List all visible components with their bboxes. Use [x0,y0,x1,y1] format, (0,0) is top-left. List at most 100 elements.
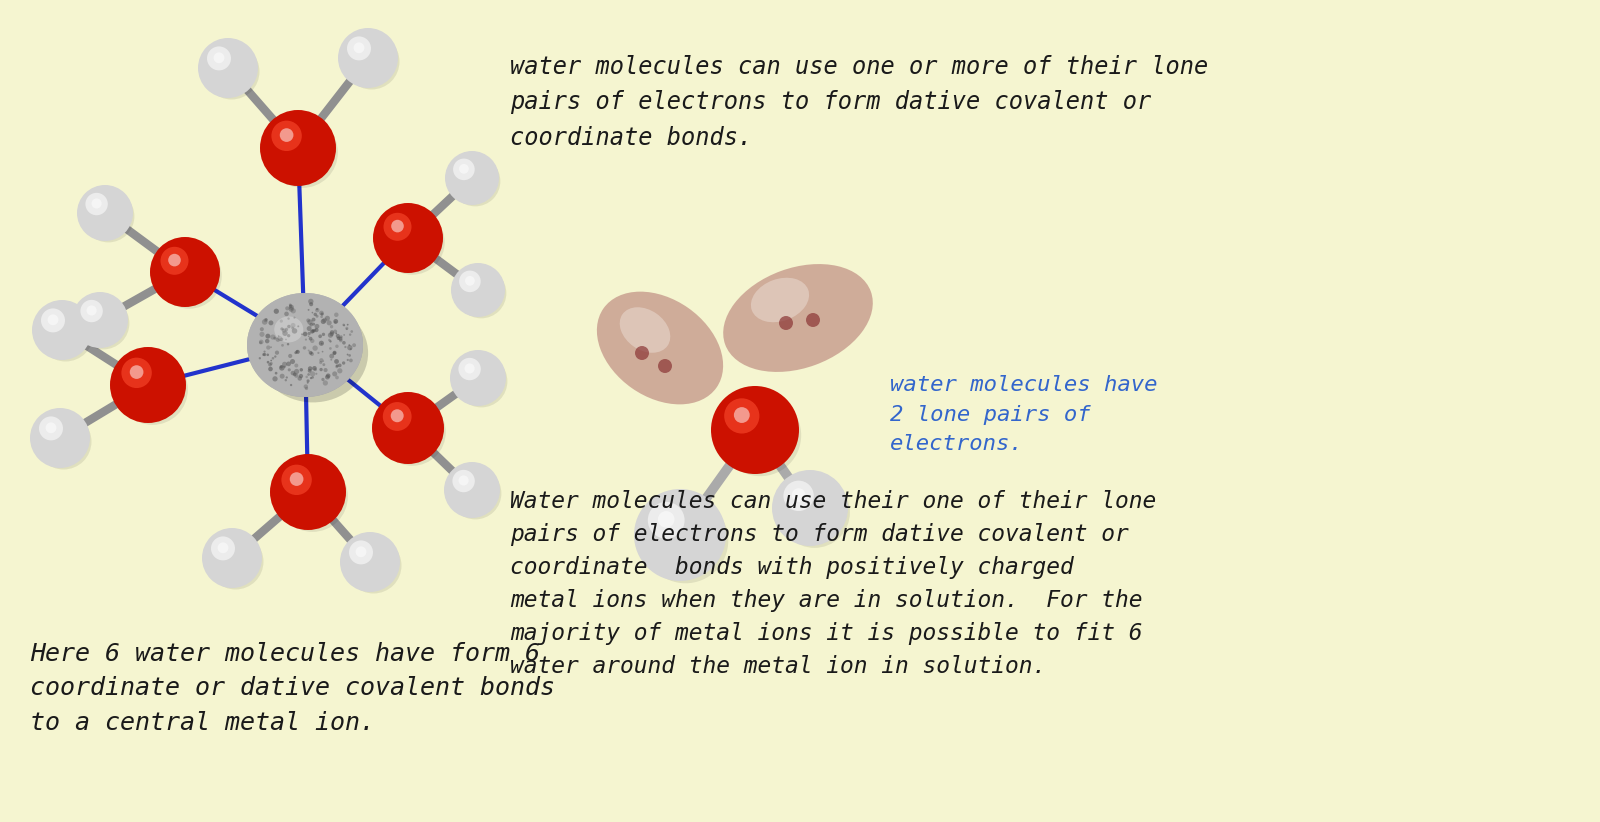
Circle shape [266,334,270,339]
Circle shape [784,481,814,511]
Circle shape [299,368,302,372]
Circle shape [318,361,322,364]
Circle shape [336,365,339,368]
Circle shape [328,333,333,338]
Circle shape [280,366,283,368]
Circle shape [326,373,331,378]
Circle shape [779,478,850,548]
Circle shape [344,346,347,349]
Circle shape [214,53,224,63]
Circle shape [346,328,347,330]
Circle shape [259,339,264,344]
Circle shape [291,308,296,313]
Circle shape [277,336,282,340]
Circle shape [286,325,291,328]
Circle shape [347,359,349,361]
Text: Here 6 water molecules have form 6
coordinate or dative covalent bonds
to a cent: Here 6 water molecules have form 6 coord… [30,642,555,735]
Circle shape [282,329,283,330]
Ellipse shape [274,316,304,343]
Circle shape [320,343,323,344]
Circle shape [299,368,302,372]
Circle shape [307,373,310,376]
Circle shape [390,219,403,233]
Circle shape [725,399,760,433]
Circle shape [315,329,317,330]
Circle shape [333,319,338,324]
Circle shape [307,309,309,311]
Circle shape [390,409,403,423]
Circle shape [312,345,318,351]
Circle shape [288,305,294,310]
Circle shape [259,357,261,359]
Circle shape [658,359,672,373]
Circle shape [314,328,318,332]
Circle shape [338,368,342,373]
Circle shape [350,348,352,350]
Circle shape [286,343,290,345]
Circle shape [259,357,261,359]
Circle shape [267,118,338,188]
Circle shape [282,329,286,333]
Circle shape [643,498,728,584]
Circle shape [307,309,309,311]
Circle shape [266,334,270,339]
Circle shape [309,351,312,355]
Text: water molecules have
2 lone pairs of
electrons.: water molecules have 2 lone pairs of ele… [890,375,1157,455]
Circle shape [306,376,307,378]
Circle shape [302,346,306,349]
Circle shape [266,318,267,321]
Circle shape [346,328,347,330]
Circle shape [334,312,339,317]
Circle shape [328,333,333,338]
Circle shape [323,360,325,362]
Circle shape [339,337,342,341]
Circle shape [334,321,336,324]
Circle shape [274,308,278,314]
Circle shape [269,367,272,372]
Circle shape [322,318,326,323]
Circle shape [318,335,322,338]
Circle shape [310,352,314,356]
Circle shape [320,358,323,363]
Circle shape [307,367,312,371]
Circle shape [86,306,96,316]
Circle shape [291,371,294,376]
Circle shape [309,298,314,304]
Circle shape [312,329,314,331]
Circle shape [286,362,291,366]
Ellipse shape [750,278,810,322]
Circle shape [286,376,288,379]
Circle shape [206,46,230,71]
Circle shape [336,333,338,335]
Circle shape [445,462,499,518]
Circle shape [333,319,338,324]
Circle shape [338,363,341,367]
Circle shape [275,337,280,342]
Circle shape [274,308,278,314]
Circle shape [288,317,290,320]
Circle shape [280,327,283,330]
Circle shape [349,334,352,336]
Circle shape [294,351,298,354]
Circle shape [312,376,314,379]
Circle shape [314,368,317,372]
Circle shape [274,355,277,358]
Circle shape [270,360,272,362]
Circle shape [342,362,346,365]
Circle shape [298,376,302,381]
Circle shape [306,339,307,340]
Circle shape [266,339,269,344]
Circle shape [330,347,331,350]
Circle shape [349,358,352,363]
Circle shape [325,316,330,321]
Circle shape [288,305,294,310]
Circle shape [312,345,318,351]
Circle shape [306,318,310,322]
Circle shape [336,334,339,338]
Circle shape [330,353,334,358]
Circle shape [290,304,293,308]
Circle shape [291,323,296,328]
Circle shape [315,372,317,375]
Circle shape [296,350,298,353]
Circle shape [349,344,350,346]
